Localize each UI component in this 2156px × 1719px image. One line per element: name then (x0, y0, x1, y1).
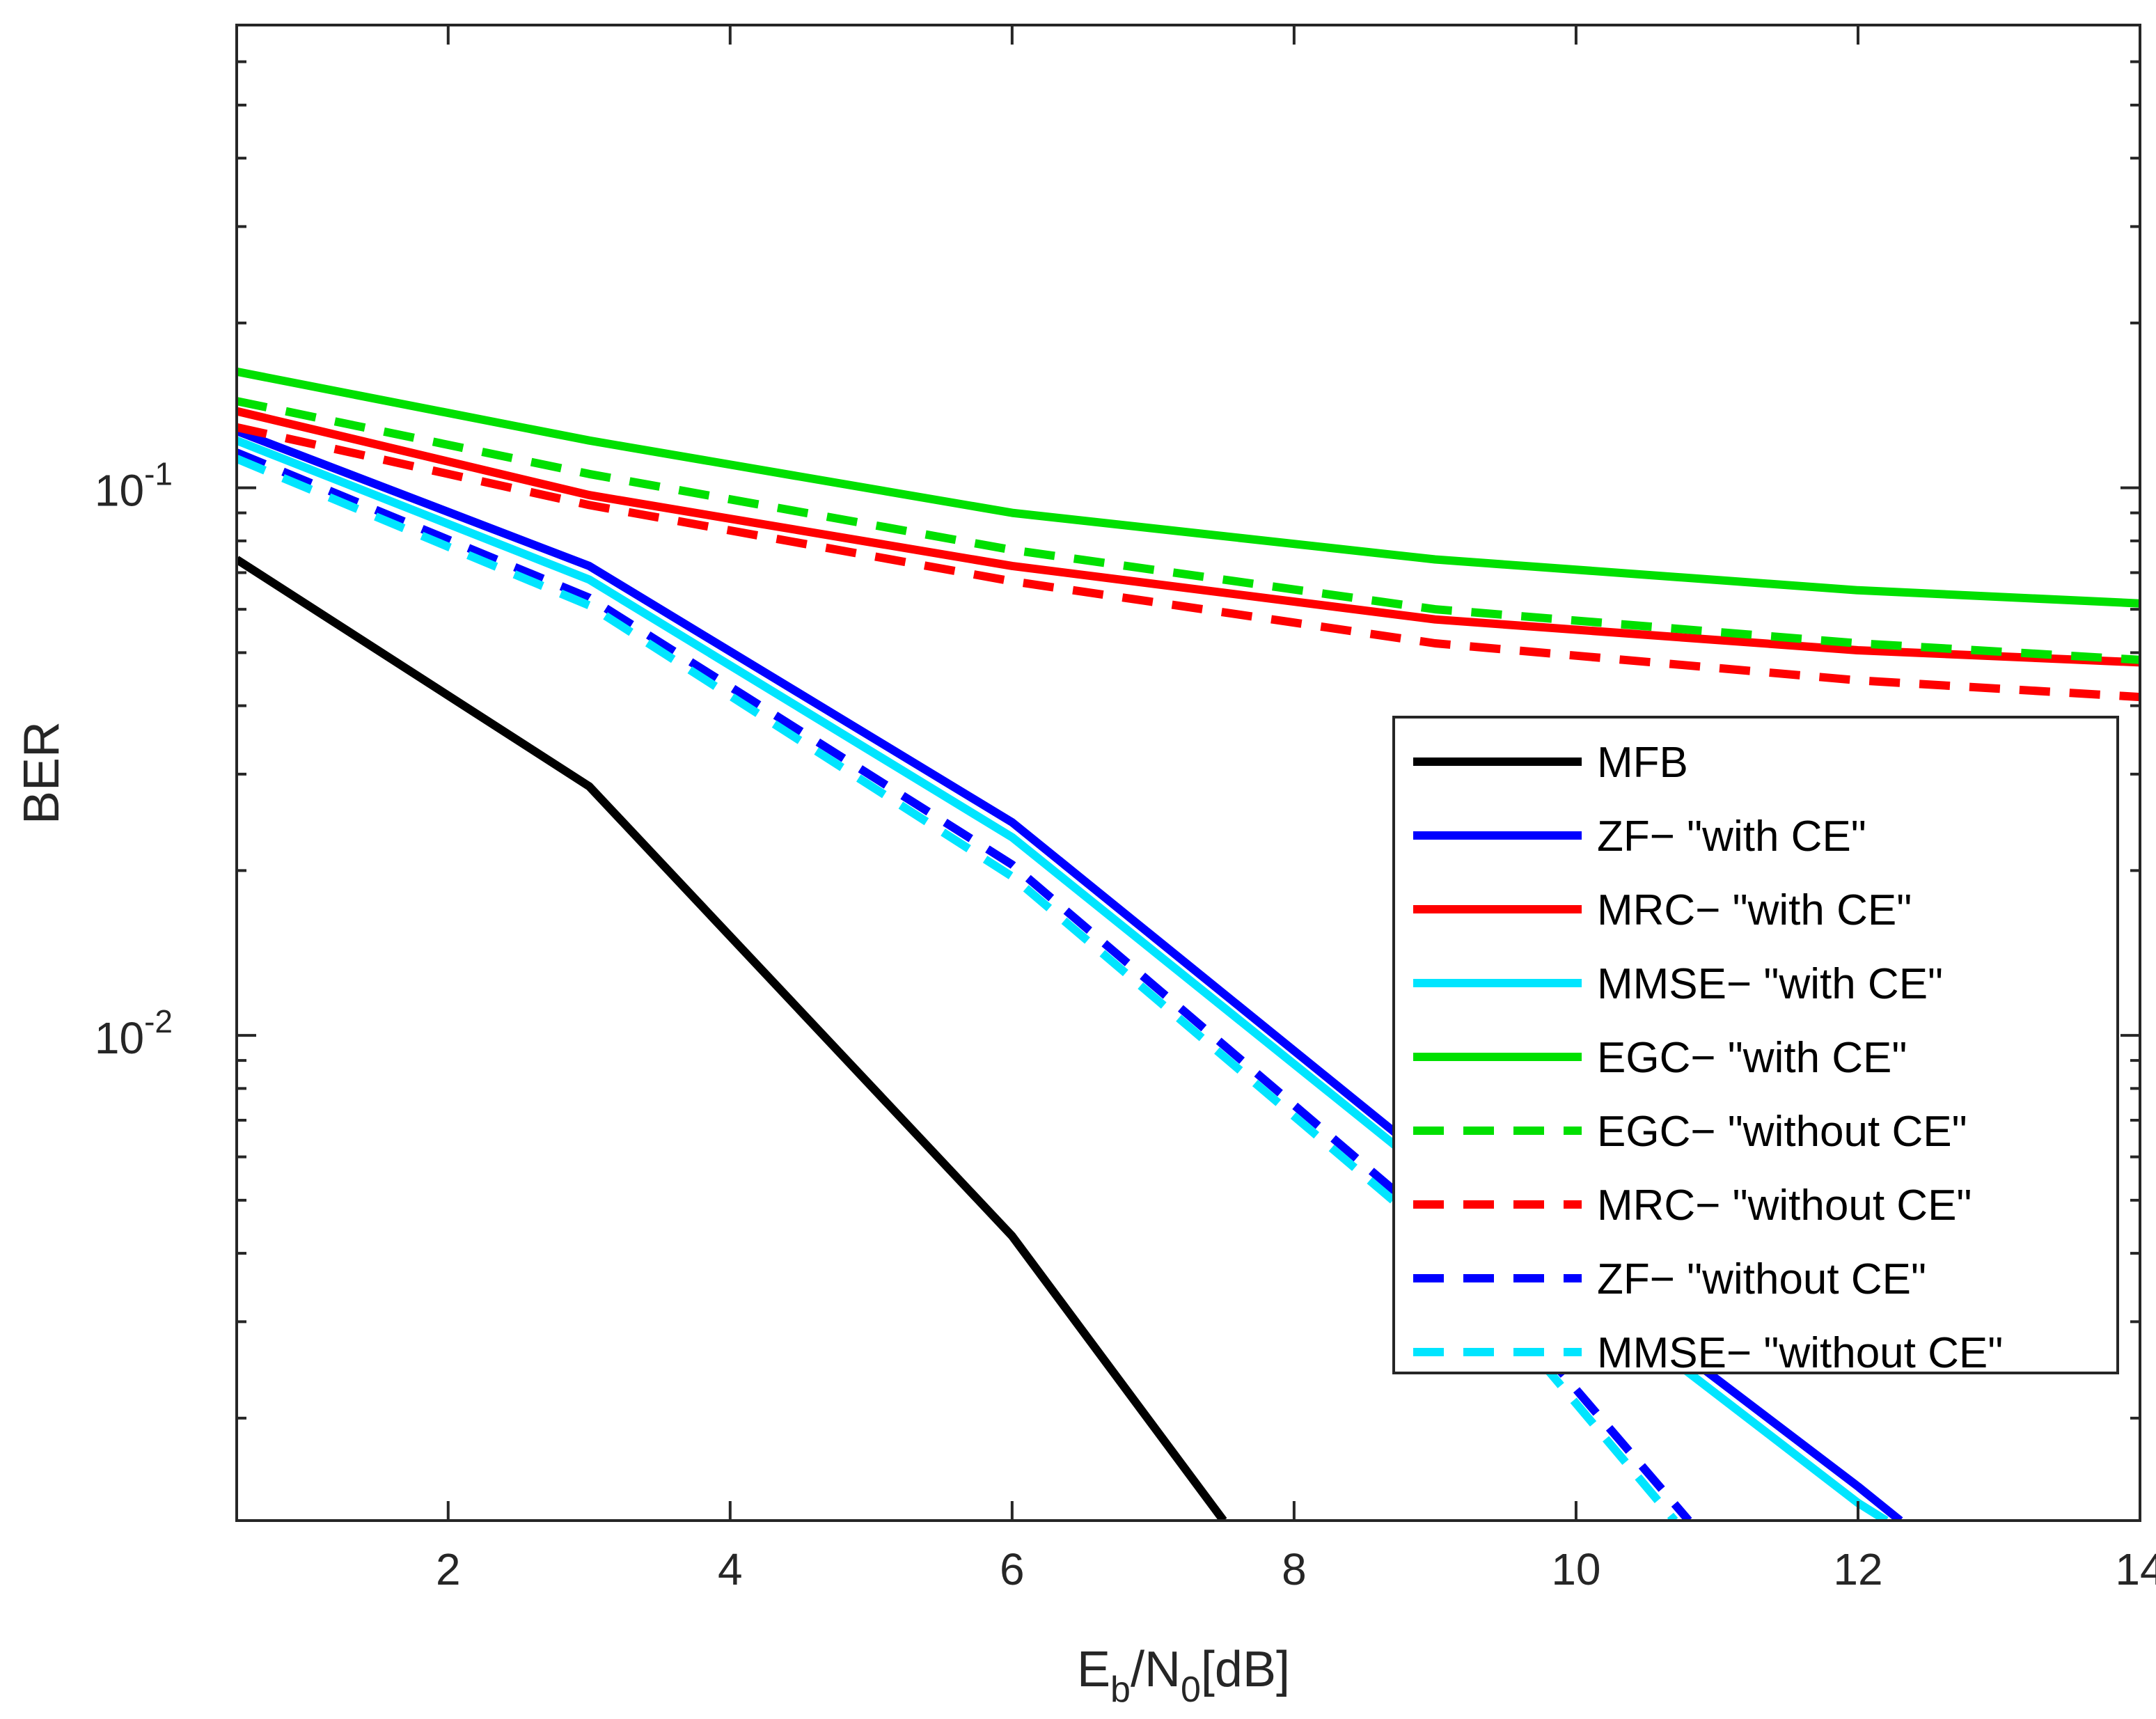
y-tick-base: 10 (95, 1013, 144, 1063)
y-axis-ticks: 10-110-2 (95, 456, 2140, 1063)
x-axis-ticks: 2 4 6 8 10 12 14 (436, 25, 2156, 1594)
axes-frame (235, 24, 2141, 1522)
legend-label-0: MFB (1597, 739, 1688, 787)
series-line-0 (237, 556, 1227, 1521)
series-line-3 (237, 437, 1889, 1521)
y-axis-label: BER (14, 721, 70, 824)
y-tick-exponent: -2 (144, 1003, 173, 1039)
x-label-unit: [dB] (1201, 1642, 1290, 1697)
minor-ticks (237, 60, 2140, 1420)
legend-label-7: ZF− "without CE" (1597, 1255, 1926, 1303)
legend-label-2: MRC− "with CE" (1597, 886, 1912, 934)
y-tick-exponent: -1 (144, 456, 173, 492)
legend: MFB ZF− "with CE" MRC− "with CE" MMSE− "wit… (1392, 716, 2119, 1377)
series-line-6 (237, 423, 2140, 702)
x-tick-label: 12 (1833, 1544, 1882, 1594)
y-tick-base: 10 (95, 466, 144, 516)
legend-box (1392, 716, 2119, 1374)
legend-label-1: ZF− "with CE" (1597, 813, 1866, 861)
legend-label-4: EGC− "with CE" (1597, 1034, 1907, 1082)
x-tick-label: 10 (1551, 1544, 1600, 1594)
axes-box (235, 24, 2141, 1522)
legend-label-5: EGC− "without CE" (1597, 1108, 1967, 1156)
series-line-2 (237, 407, 2140, 667)
series-line-1 (237, 427, 1903, 1521)
x-tick-label: 4 (718, 1544, 743, 1594)
legend-label-6: MRC− "without CE" (1597, 1182, 1972, 1230)
x-tick-label: 8 (1282, 1544, 1307, 1594)
series-line-4 (237, 367, 2140, 608)
series-line-5 (237, 397, 2140, 664)
x-tick-label: 2 (436, 1544, 461, 1594)
x-axis-label: Eb/N0[dB] (1077, 1642, 1290, 1710)
x-label-sub-0: 0 (1181, 1670, 1201, 1710)
x-label-N: /N (1131, 1642, 1181, 1697)
x-label-E: E (1077, 1642, 1110, 1697)
legend-label-3: MMSE− "with CE" (1597, 960, 1943, 1008)
legend-label-8: MMSE− "without CE" (1597, 1329, 2003, 1377)
series-layer (237, 367, 2140, 1521)
y-tick-label: 10-2 (95, 1003, 173, 1063)
y-tick-label: 10-1 (95, 456, 173, 516)
x-tick-label: 6 (1000, 1544, 1025, 1594)
x-tick-label: 14 (2115, 1544, 2156, 1594)
x-label-sub-b: b (1110, 1670, 1131, 1710)
